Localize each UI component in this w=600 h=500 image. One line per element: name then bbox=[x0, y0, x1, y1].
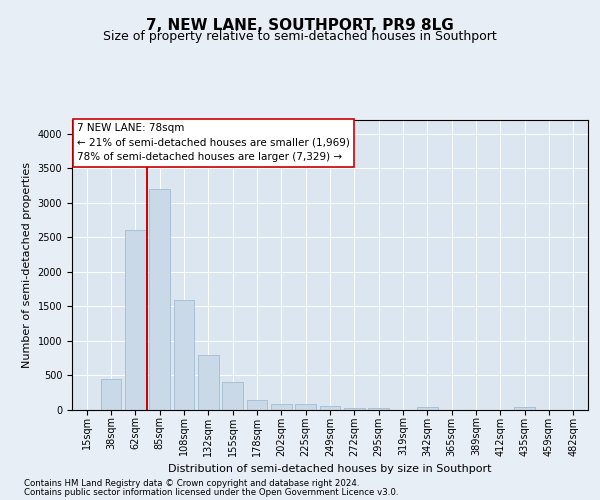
Bar bbox=[514, 406, 535, 410]
Bar bbox=[344, 408, 365, 410]
Text: Contains HM Land Registry data © Crown copyright and database right 2024.: Contains HM Land Registry data © Crown c… bbox=[24, 479, 359, 488]
Bar bbox=[271, 404, 292, 410]
Bar bbox=[320, 406, 340, 410]
Bar bbox=[368, 408, 389, 410]
Bar bbox=[173, 300, 194, 410]
X-axis label: Distribution of semi-detached houses by size in Southport: Distribution of semi-detached houses by … bbox=[168, 464, 492, 474]
Text: Size of property relative to semi-detached houses in Southport: Size of property relative to semi-detach… bbox=[103, 30, 497, 43]
Y-axis label: Number of semi-detached properties: Number of semi-detached properties bbox=[22, 162, 32, 368]
Bar bbox=[247, 400, 268, 410]
Bar bbox=[222, 382, 243, 410]
Text: 7 NEW LANE: 78sqm
← 21% of semi-detached houses are smaller (1,969)
78% of semi-: 7 NEW LANE: 78sqm ← 21% of semi-detached… bbox=[77, 123, 350, 162]
Bar bbox=[417, 406, 438, 410]
Text: Contains public sector information licensed under the Open Government Licence v3: Contains public sector information licen… bbox=[24, 488, 398, 497]
Bar bbox=[198, 355, 218, 410]
Bar bbox=[101, 379, 121, 410]
Text: 7, NEW LANE, SOUTHPORT, PR9 8LG: 7, NEW LANE, SOUTHPORT, PR9 8LG bbox=[146, 18, 454, 32]
Bar bbox=[295, 404, 316, 410]
Bar bbox=[125, 230, 146, 410]
Bar bbox=[149, 189, 170, 410]
